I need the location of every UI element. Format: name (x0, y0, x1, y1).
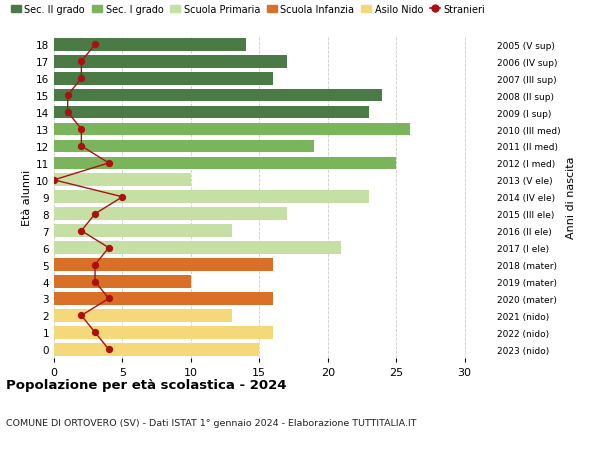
Point (63, 109, 73, 117)
Bar (54, 259, 273, 271)
Point (118, 194, 127, 201)
Point (77, 143, 86, 150)
Bar (54, 242, 341, 254)
Bar (54, 123, 410, 136)
Bar (54, 106, 369, 119)
Point (104, 245, 113, 252)
Point (90, 41, 100, 49)
Bar (54, 39, 245, 51)
Bar (54, 56, 287, 68)
Bar (54, 326, 273, 339)
Bar (54, 343, 259, 356)
Point (77, 228, 86, 235)
Point (90, 211, 100, 218)
Bar (54, 157, 396, 170)
Bar (54, 174, 191, 187)
Bar (54, 225, 232, 237)
Bar (54, 140, 314, 153)
Point (77, 126, 86, 134)
Point (77, 75, 86, 83)
Text: COMUNE DI ORTOVERO (SV) - Dati ISTAT 1° gennaio 2024 - Elaborazione TUTTITALIA.I: COMUNE DI ORTOVERO (SV) - Dati ISTAT 1° … (6, 418, 416, 427)
Point (49, 177, 59, 184)
Bar (54, 191, 369, 204)
Point (63, 92, 73, 100)
Point (104, 295, 113, 302)
Bar (54, 292, 273, 305)
Text: Popolazione per età scolastica - 2024: Popolazione per età scolastica - 2024 (6, 379, 287, 392)
Point (90, 278, 100, 285)
Point (90, 329, 100, 336)
Point (77, 312, 86, 319)
Legend: Sec. II grado, Sec. I grado, Scuola Primaria, Scuola Infanzia, Asilo Nido, Stran: Sec. II grado, Sec. I grado, Scuola Prim… (11, 5, 485, 15)
Bar (54, 275, 191, 288)
Bar (54, 73, 273, 85)
Point (90, 261, 100, 269)
Y-axis label: Anni di nascita: Anni di nascita (566, 156, 576, 239)
Bar (54, 90, 383, 102)
Point (104, 346, 113, 353)
Bar (54, 309, 232, 322)
Y-axis label: Età alunni: Età alunni (22, 169, 32, 225)
Point (77, 58, 86, 66)
Bar (54, 208, 287, 221)
Point (104, 160, 113, 167)
